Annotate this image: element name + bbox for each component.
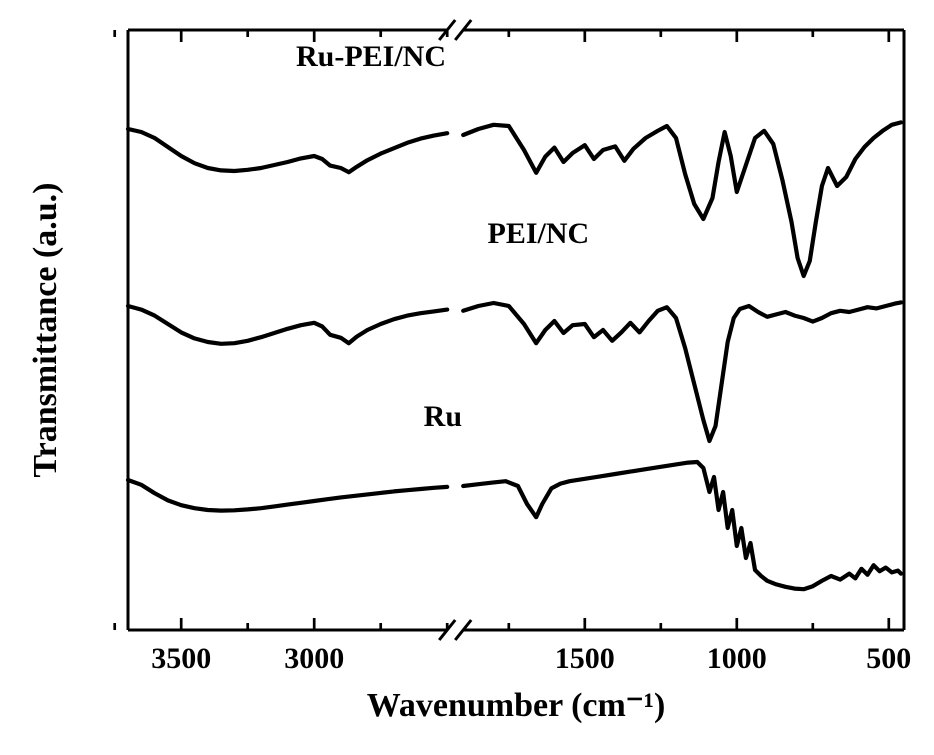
plot-frame xyxy=(128,20,904,640)
series-label-ru-pei-nc: Ru-PEI/NC xyxy=(296,40,446,73)
x-axis-label: Wavenumber (cm⁻¹) xyxy=(367,687,666,724)
x-axis-ticks: 3500 3000 1500 1000 500 xyxy=(115,30,912,675)
y-axis-label: Transmittance (a.u.) xyxy=(27,183,64,478)
series-ru xyxy=(128,462,901,589)
series-ru-pei-nc xyxy=(128,122,901,276)
series-label-pei-nc: PEI/NC xyxy=(488,217,590,250)
x-tick-label: 500 xyxy=(866,642,911,675)
series-group xyxy=(128,122,901,589)
chart-svg: 3500 3000 1500 1000 500 Ru-PEI/NC PEI/NC Ru Tr… xyxy=(0,0,934,755)
x-tick-label: 3500 xyxy=(151,642,211,675)
x-tick-label: 1000 xyxy=(707,642,767,675)
x-tick-label: 1500 xyxy=(555,642,615,675)
series-pei-nc xyxy=(128,302,901,441)
x-tick-label: 3000 xyxy=(284,642,344,675)
series-labels: Ru-PEI/NC PEI/NC Ru xyxy=(296,40,589,433)
series-label-ru: Ru xyxy=(424,400,462,433)
ftir-chart: 3500 3000 1500 1000 500 Ru-PEI/NC PEI/NC Ru Tr… xyxy=(0,0,934,755)
